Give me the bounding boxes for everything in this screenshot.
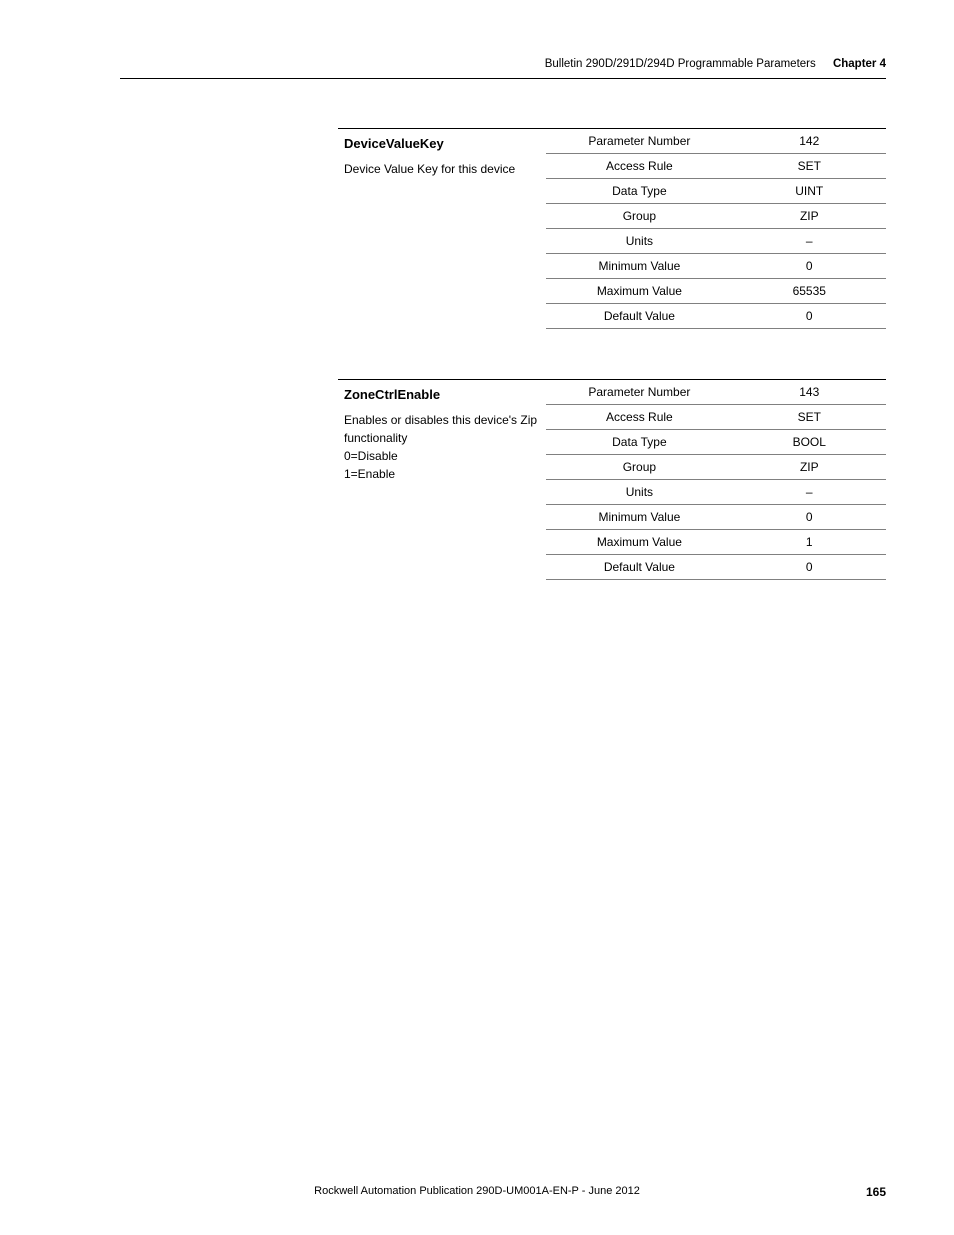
footer-page-number: 165 [866, 1185, 886, 1199]
param-row-label: Data Type [546, 179, 732, 204]
param-row-value: ZIP [733, 455, 886, 480]
page-header: Bulletin 290D/291D/294D Programmable Par… [120, 58, 886, 79]
param-row-value: SET [733, 405, 886, 430]
param-table-zonectrlenable: ZoneCtrlEnable Enables or disables this … [338, 379, 886, 580]
param-description: Enables or disables this device's Zip fu… [344, 411, 540, 483]
param-row-value: 0 [733, 555, 886, 580]
param-row-label: Units [546, 229, 732, 254]
param-desc-cell: DeviceValueKey Device Value Key for this… [338, 129, 546, 329]
page-footer: Rockwell Automation Publication 290D-UM0… [0, 1185, 954, 1197]
param-row-label: Parameter Number [546, 380, 732, 405]
param-desc-cell: ZoneCtrlEnable Enables or disables this … [338, 380, 546, 580]
param-row-label: Access Rule [546, 154, 732, 179]
footer-publication: Rockwell Automation Publication 290D-UM0… [0, 1185, 954, 1197]
param-table-devicevaluekey: DeviceValueKey Device Value Key for this… [338, 128, 886, 329]
param-row-value: SET [733, 154, 886, 179]
param-row-value: UINT [733, 179, 886, 204]
param-row-label: Parameter Number [546, 129, 732, 154]
param-row-value: 0 [733, 505, 886, 530]
param-row-value: 1 [733, 530, 886, 555]
param-description: Device Value Key for this device [344, 160, 540, 178]
param-row-label: Maximum Value [546, 530, 732, 555]
param-row-label: Default Value [546, 555, 732, 580]
param-row-value: 65535 [733, 279, 886, 304]
param-row-value: BOOL [733, 430, 886, 455]
param-row-value: – [733, 480, 886, 505]
param-row-label: Minimum Value [546, 505, 732, 530]
header-line: Bulletin 290D/291D/294D Programmable Par… [120, 58, 886, 79]
chapter-label: Chapter 4 [833, 58, 886, 70]
param-row-value: 143 [733, 380, 886, 405]
param-row-label: Data Type [546, 430, 732, 455]
param-row-value: 142 [733, 129, 886, 154]
content-area: DeviceValueKey Device Value Key for this… [338, 128, 886, 630]
param-row-value: ZIP [733, 204, 886, 229]
param-name: ZoneCtrlEnable [344, 385, 540, 411]
param-row-label: Group [546, 204, 732, 229]
param-row-label: Units [546, 480, 732, 505]
breadcrumb-text: Bulletin 290D/291D/294D Programmable Par… [545, 58, 816, 70]
param-row-label: Group [546, 455, 732, 480]
param-row-value: 0 [733, 304, 886, 329]
param-row-label: Maximum Value [546, 279, 732, 304]
param-row-label: Default Value [546, 304, 732, 329]
param-name: DeviceValueKey [344, 134, 540, 160]
param-row-value: – [733, 229, 886, 254]
param-row-value: 0 [733, 254, 886, 279]
param-row-label: Access Rule [546, 405, 732, 430]
param-row-label: Minimum Value [546, 254, 732, 279]
